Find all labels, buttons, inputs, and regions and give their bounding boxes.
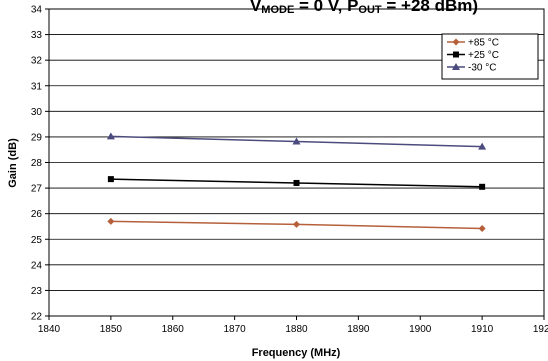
data-point — [293, 179, 300, 186]
legend-label: +85 °C — [468, 38, 499, 49]
legend-entry: +25 °C — [447, 50, 499, 61]
legend-swatch-marker — [452, 63, 460, 70]
y-tick-label: 25 — [31, 235, 43, 246]
x-tick-label: 1890 — [347, 324, 370, 335]
data-point — [479, 183, 486, 190]
y-tick-label: 32 — [31, 56, 43, 67]
legend-entry: -30 °C — [447, 63, 496, 74]
y-tick-label: 33 — [31, 30, 43, 41]
data-point — [292, 137, 301, 145]
x-tick-label: 1880 — [285, 324, 308, 335]
y-tick-label: 22 — [31, 312, 43, 323]
y-tick-label: 24 — [31, 260, 43, 271]
y-tick-label: 28 — [31, 158, 43, 169]
y-tick-label: 26 — [31, 209, 43, 220]
data-point — [293, 220, 300, 228]
y-tick-label: 23 — [31, 286, 43, 297]
chart-title: VMODE = 0 V, POUT = +28 dBm) — [250, 0, 478, 16]
data-point — [106, 132, 115, 140]
series-2 — [107, 176, 486, 190]
x-tick-label: 1870 — [224, 324, 247, 335]
series-group — [106, 132, 487, 233]
y-tick-label: 27 — [31, 184, 43, 195]
legend-swatch-marker — [452, 38, 460, 46]
data-point — [478, 225, 486, 233]
series-1 — [107, 217, 486, 233]
legend-entry: +85 °C — [447, 38, 499, 49]
x-axis-label: Frequency (MHz) — [252, 347, 341, 359]
x-tick-label: 1900 — [409, 324, 432, 335]
legend: +85 °C+25 °C -30 °C — [441, 33, 539, 80]
legend-swatch-marker — [453, 51, 459, 58]
y-axis-label: Gain (dB) — [7, 138, 19, 188]
legend-label: -30 °C — [468, 63, 496, 74]
y-tick-label: 34 — [31, 5, 43, 16]
x-tick-label: 1840 — [38, 324, 61, 335]
x-tick-label: 1850 — [100, 324, 123, 335]
data-point — [107, 217, 115, 225]
y-axis-ticks: 22 23 24 25 26 27 28 29 30 31 32 33 34 — [31, 5, 49, 323]
data-point — [107, 176, 114, 183]
legend-label: +25 °C — [468, 50, 499, 61]
x-tick-label: 1920 — [533, 324, 548, 335]
x-tick-label: 1860 — [162, 324, 185, 335]
y-tick-label: 29 — [31, 132, 43, 143]
y-tick-label: 31 — [31, 81, 43, 92]
y-tick-label: 30 — [31, 107, 43, 118]
x-tick-label: 1910 — [471, 324, 494, 335]
data-point — [478, 142, 487, 150]
series-3 — [106, 132, 487, 150]
x-axis-ticks: 1840 1850 1860 1870 1880 1890 1900 1910 1920 — [38, 316, 548, 335]
